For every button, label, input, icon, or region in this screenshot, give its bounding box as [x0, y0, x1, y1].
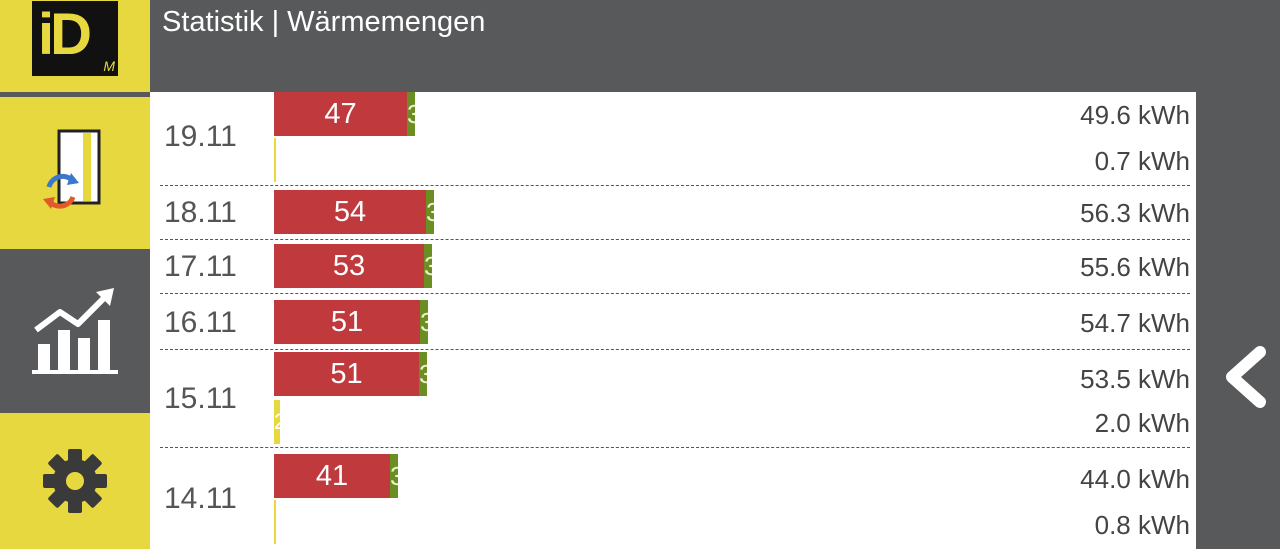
- heat-bar: 41 3: [274, 454, 398, 498]
- nav-settings[interactable]: [0, 413, 150, 549]
- heat-bar-green: 3: [426, 190, 434, 234]
- gear-icon: [43, 449, 107, 513]
- row-second-kwh: 0.7 kWh: [1094, 146, 1190, 176]
- row-second-kwh: 0.8 kWh: [1094, 510, 1190, 540]
- stats-list[interactable]: 19.11 47 3 49.6 kWh 0.7 kWh 18.11 54 3 5…: [150, 92, 1196, 549]
- row-total-kwh: 44.0 kWh: [1080, 464, 1190, 494]
- statistics-chart-icon: [32, 288, 118, 374]
- heat-bar-value: 53: [274, 244, 424, 288]
- list-item: 19.11 47 3 49.6 kWh 0.7 kWh: [150, 92, 1196, 186]
- nav-heat-exchange[interactable]: [0, 97, 150, 249]
- row-date: 16.11: [164, 306, 237, 339]
- row-total-kwh: 56.3 kWh: [1080, 198, 1190, 228]
- heat-bar-value: 51: [274, 300, 420, 344]
- second-bar: [274, 138, 276, 182]
- row-divider: [160, 239, 1190, 240]
- heat-bar: 51 3: [274, 300, 428, 344]
- second-bar: [274, 500, 276, 544]
- row-total-kwh: 54.7 kWh: [1080, 308, 1190, 338]
- heat-bar: 54 3: [274, 190, 434, 234]
- heat-bar-green: 3: [420, 300, 428, 344]
- heat-bar-green: 3: [407, 92, 415, 136]
- row-date: 15.11: [164, 382, 237, 415]
- logo: iD M: [32, 0, 118, 76]
- back-button[interactable]: [1218, 342, 1278, 412]
- logo-text: iD: [38, 1, 92, 67]
- heat-bar: 51 3: [274, 352, 427, 396]
- logo-sub: M: [103, 57, 115, 74]
- row-divider: [160, 447, 1190, 448]
- nav-statistics[interactable]: [0, 254, 150, 408]
- logo-tile: iD M: [0, 0, 150, 92]
- row-divider: [160, 185, 1190, 186]
- heat-bar: 47 3: [274, 92, 415, 136]
- row-divider: [160, 349, 1190, 350]
- heat-bar-green: 3: [419, 352, 427, 396]
- page-title: Statistik | Wärmemengen: [162, 6, 486, 38]
- heat-bar: 53 3: [274, 244, 432, 288]
- list-item: 16.11 51 3 54.7 kWh: [150, 296, 1196, 350]
- row-total-kwh: 49.6 kWh: [1080, 100, 1190, 130]
- sidebar: iD M: [0, 0, 150, 549]
- heat-bar-value: 51: [274, 352, 419, 396]
- list-item: 18.11 54 3 56.3 kWh: [150, 188, 1196, 240]
- list-item: 15.11 51 3 2 53.5 kWh 2.0 kWh: [150, 352, 1196, 448]
- row-second-kwh: 2.0 kWh: [1094, 408, 1190, 438]
- row-date: 19.11: [164, 120, 237, 153]
- heat-bar-value: 47: [274, 92, 407, 136]
- heat-bar-green: 3: [390, 454, 398, 498]
- chevron-left-icon: [1226, 346, 1266, 408]
- heat-bar-green: 3: [424, 244, 432, 288]
- row-date: 18.11: [164, 196, 237, 229]
- row-date: 17.11: [164, 250, 237, 283]
- list-item: 14.11 41 3 44.0 kWh 0.8 kWh: [150, 450, 1196, 549]
- header: Statistik | Wärmemengen: [150, 0, 1280, 92]
- row-total-kwh: 53.5 kWh: [1080, 364, 1190, 394]
- list-item: 17.11 53 3 55.6 kWh: [150, 242, 1196, 294]
- second-bar: 2: [274, 400, 280, 444]
- heat-bar-value: 54: [274, 190, 426, 234]
- heat-exchange-icon: [43, 129, 101, 209]
- row-date: 14.11: [164, 482, 237, 515]
- row-total-kwh: 55.6 kWh: [1080, 252, 1190, 282]
- row-divider: [160, 293, 1190, 294]
- heat-bar-value: 41: [274, 454, 390, 498]
